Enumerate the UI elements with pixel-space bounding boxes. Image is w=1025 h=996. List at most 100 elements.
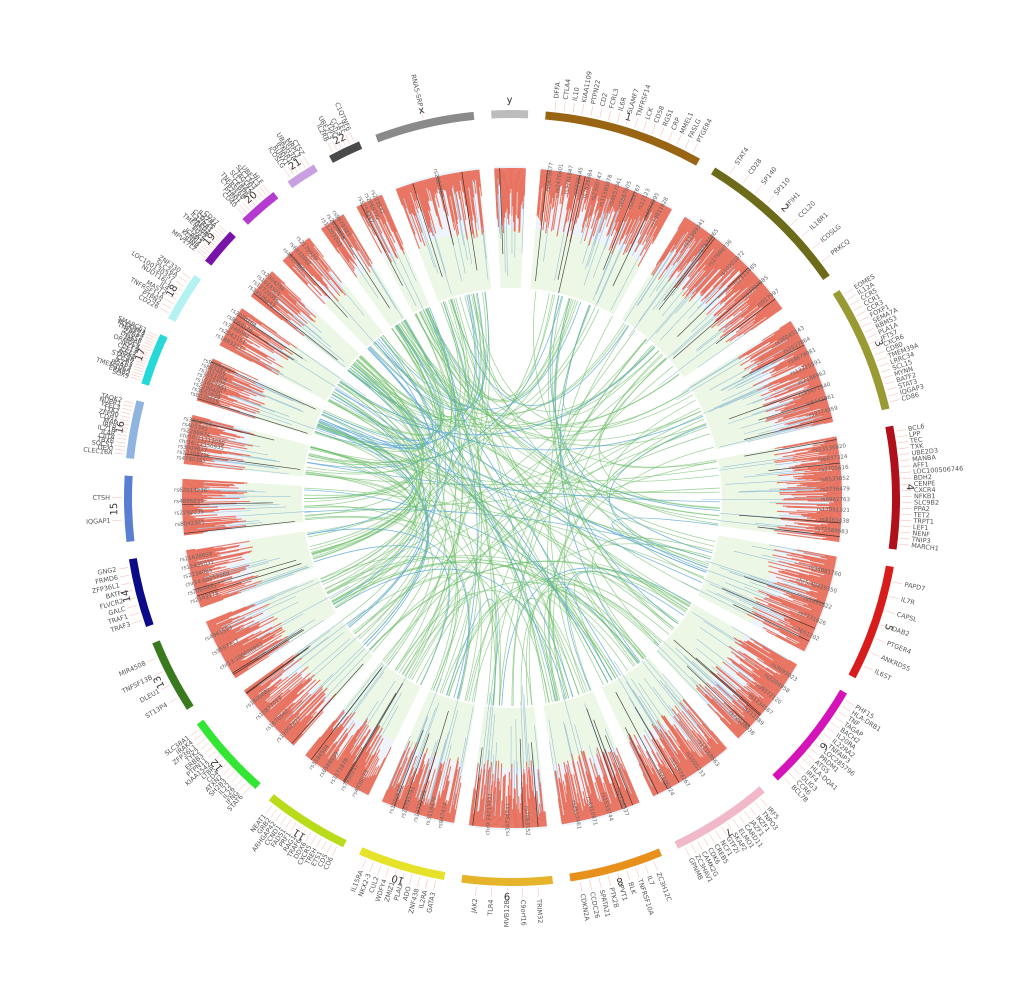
hist-bar — [782, 505, 842, 509]
hist-bar-secondary — [404, 253, 417, 282]
hist-bar — [415, 182, 432, 233]
hist-bar — [615, 773, 629, 808]
gene-tick — [204, 747, 213, 754]
hist-bar — [792, 443, 838, 452]
hist-bar — [244, 663, 284, 693]
chromosome-arc-17 — [141, 334, 168, 386]
hist-bar — [614, 188, 629, 223]
hist-bar — [758, 696, 770, 706]
hist-bar — [722, 661, 773, 701]
link — [520, 570, 687, 706]
hist-bar-secondary — [711, 666, 739, 690]
gene-label: CXCR4 — [914, 486, 936, 494]
hist-bar — [218, 641, 233, 650]
hist-bar — [552, 171, 559, 208]
hist-bar — [187, 435, 199, 439]
gene-label: MANBA — [912, 453, 937, 463]
hist-bar — [375, 197, 381, 207]
hist-bar — [229, 326, 248, 339]
hist-bar — [617, 188, 627, 212]
gene-tick — [143, 341, 153, 347]
hist-bar-secondary — [481, 692, 491, 769]
link — [320, 294, 477, 580]
hist-bar-secondary — [719, 428, 796, 448]
gene-label: JAK2 — [470, 898, 479, 914]
hist-bar — [184, 454, 229, 462]
hist-bar — [508, 772, 510, 828]
hist-bar — [520, 793, 523, 828]
gene-label: GNG2 — [97, 566, 117, 577]
hist-bar-secondary — [792, 549, 825, 557]
hist-bar — [447, 174, 459, 225]
hist-bar — [191, 566, 227, 576]
hist-bar — [794, 418, 833, 430]
hist-bar — [554, 771, 564, 825]
hist-bar — [549, 170, 556, 204]
hist-bar — [798, 632, 812, 639]
hist-bar-secondary — [227, 394, 276, 413]
hist-bar — [297, 246, 341, 297]
hist-bar — [259, 284, 278, 301]
gene-tick — [305, 832, 312, 841]
hist-bar — [810, 444, 838, 451]
hist-bar — [723, 702, 750, 728]
hist-bar — [267, 275, 297, 303]
hist-bar — [804, 362, 814, 368]
gene-tick — [692, 143, 698, 153]
hist-bar — [803, 552, 837, 560]
hist-bar — [792, 398, 827, 411]
hist-bar — [204, 377, 250, 397]
hist-bar — [232, 321, 290, 359]
hist-bar — [246, 659, 295, 696]
hist-bar-secondary — [721, 357, 787, 391]
gene-tick — [659, 127, 665, 138]
hist-bar-secondary — [632, 219, 651, 256]
hist-bar — [733, 709, 752, 727]
hist-bar — [347, 751, 367, 785]
hist-bar — [358, 749, 381, 791]
hist-bar — [264, 279, 282, 295]
hist-bar — [233, 640, 290, 677]
hist-bar-secondary — [783, 583, 810, 592]
snp-label: rs6962763 — [820, 497, 850, 503]
gene-tick — [881, 368, 891, 373]
hist-bar — [750, 692, 769, 707]
hist-bar — [322, 723, 356, 770]
hist-bar — [611, 191, 635, 249]
hist-bar — [230, 324, 289, 361]
hist-bar-secondary — [454, 193, 468, 261]
hist-bar — [224, 334, 284, 368]
hist-bar — [726, 279, 761, 311]
hist-bar-secondary — [656, 725, 681, 763]
chromosome-arc-9 — [461, 874, 554, 886]
hist-bar — [634, 202, 661, 253]
hist-bar — [815, 518, 842, 522]
hist-bar — [283, 693, 326, 738]
hist-bar — [200, 598, 224, 608]
hist-bar — [637, 745, 662, 793]
hist-bar-secondary — [692, 612, 747, 647]
link — [331, 393, 618, 678]
hist-bar — [253, 291, 269, 304]
hist-bar — [711, 283, 764, 329]
hist-bar — [184, 456, 212, 461]
hist-bar-secondary — [623, 215, 641, 251]
gene-tick — [715, 830, 721, 840]
hist-bar-secondary — [543, 227, 549, 262]
link — [333, 559, 659, 647]
hist-bar — [565, 785, 574, 823]
hist-bar-secondary — [725, 479, 806, 485]
hist-bar — [663, 715, 702, 769]
hist-bar — [355, 737, 384, 790]
hist-bar — [661, 777, 669, 789]
hist-bar-secondary — [676, 358, 746, 401]
link — [346, 571, 617, 679]
hist-bar — [441, 799, 448, 821]
hist-bar-secondary — [755, 470, 793, 475]
hist-bar-secondary — [563, 721, 573, 762]
snp-marker — [715, 298, 776, 344]
hist-bar — [703, 244, 725, 271]
hist-bar — [819, 584, 830, 589]
hist-bar-secondary — [460, 706, 474, 777]
hist-bar — [598, 184, 616, 233]
